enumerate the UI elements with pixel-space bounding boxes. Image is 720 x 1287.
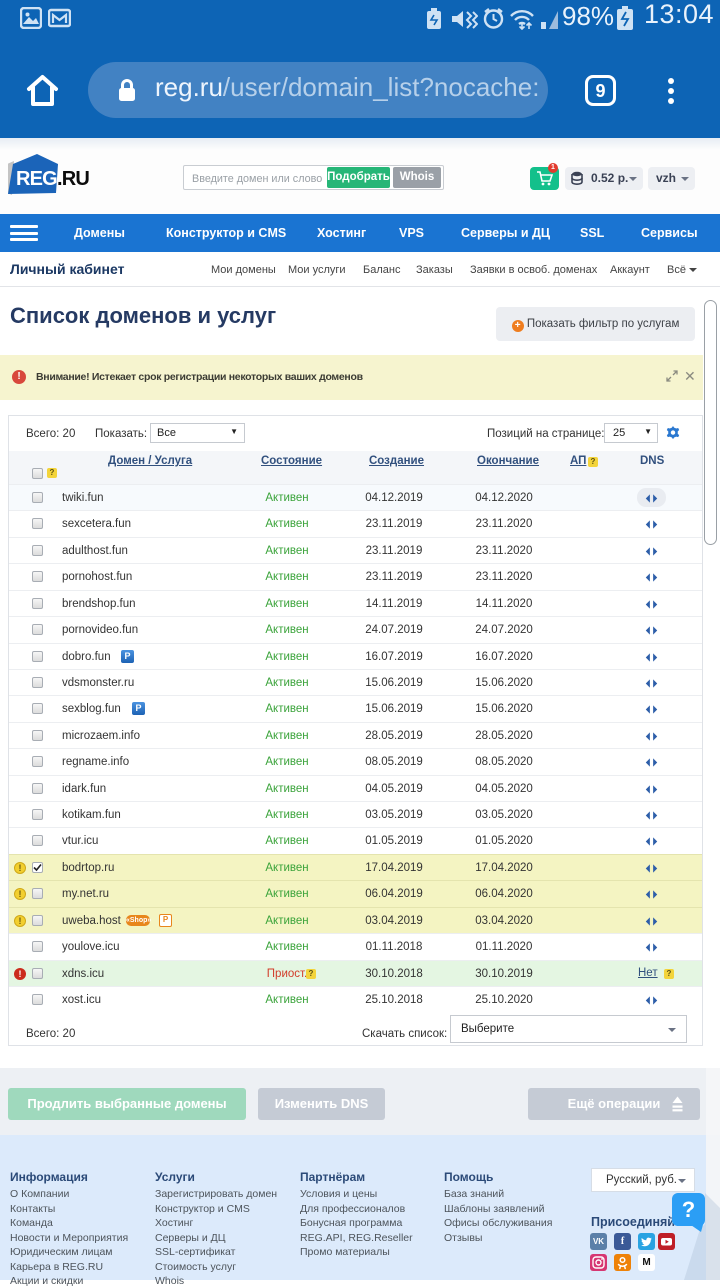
svg-text:.RU: .RU	[57, 168, 89, 190]
svg-text:?: ?	[682, 1197, 695, 1222]
svg-text:REG: REG	[16, 168, 57, 190]
